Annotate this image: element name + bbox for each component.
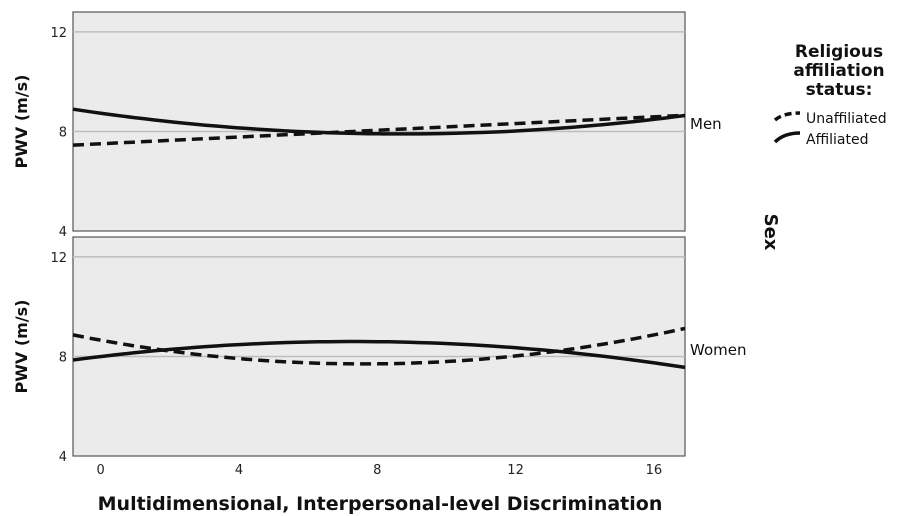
x-tick-label: 0 — [97, 463, 105, 478]
legend-label-affiliated: Affiliated — [806, 132, 868, 148]
legend-title-line: status: — [806, 80, 873, 100]
x-axis-label: Multidimensional, Interpersonal-level Di… — [98, 493, 663, 515]
y-axis-label: PWV (m/s) — [12, 300, 31, 394]
y-axis-label: PWV (m/s) — [12, 75, 31, 169]
x-tick-label: 8 — [373, 463, 381, 478]
y-tick-label: 4 — [59, 225, 67, 240]
series-line-unaffiliated-men — [72, 113, 686, 147]
panel-background — [72, 236, 686, 457]
legend-label-unaffiliated: Unaffiliated — [806, 111, 887, 127]
legend-title-line: Religious — [795, 42, 883, 62]
panels: 4 8 12 PWV (m/s) Men 4 8 12 PWV (m/s) Women 0 4 8 12 1… — [12, 11, 746, 478]
y-tick-label: 8 — [59, 125, 67, 140]
facet-label-sex: Sex — [760, 214, 781, 251]
legend-swatch-unaffiliated — [773, 111, 801, 122]
x-tick-label: 12 — [507, 463, 524, 478]
y-tick-label: 4 — [59, 450, 67, 465]
panel-men: 4 8 12 PWV (m/s) Men — [12, 11, 722, 240]
legend-title-line: affiliation — [793, 61, 884, 81]
x-tick-label: 16 — [646, 463, 663, 478]
series-line-unaffiliated-women — [72, 326, 686, 366]
y-tick-label: 12 — [50, 251, 67, 266]
series-line-affiliated-women — [72, 339, 686, 370]
x-tick-label: 4 — [235, 463, 243, 478]
facet-label-women: Women — [690, 341, 746, 359]
series-line-affiliated-men — [72, 107, 686, 136]
panel-women: 4 8 12 PWV (m/s) Women — [12, 236, 746, 465]
y-tick-label: 12 — [50, 26, 67, 41]
legend-swatch-affiliated — [773, 131, 801, 144]
y-tick-label: 8 — [59, 350, 67, 365]
facet-label-men: Men — [690, 115, 722, 133]
